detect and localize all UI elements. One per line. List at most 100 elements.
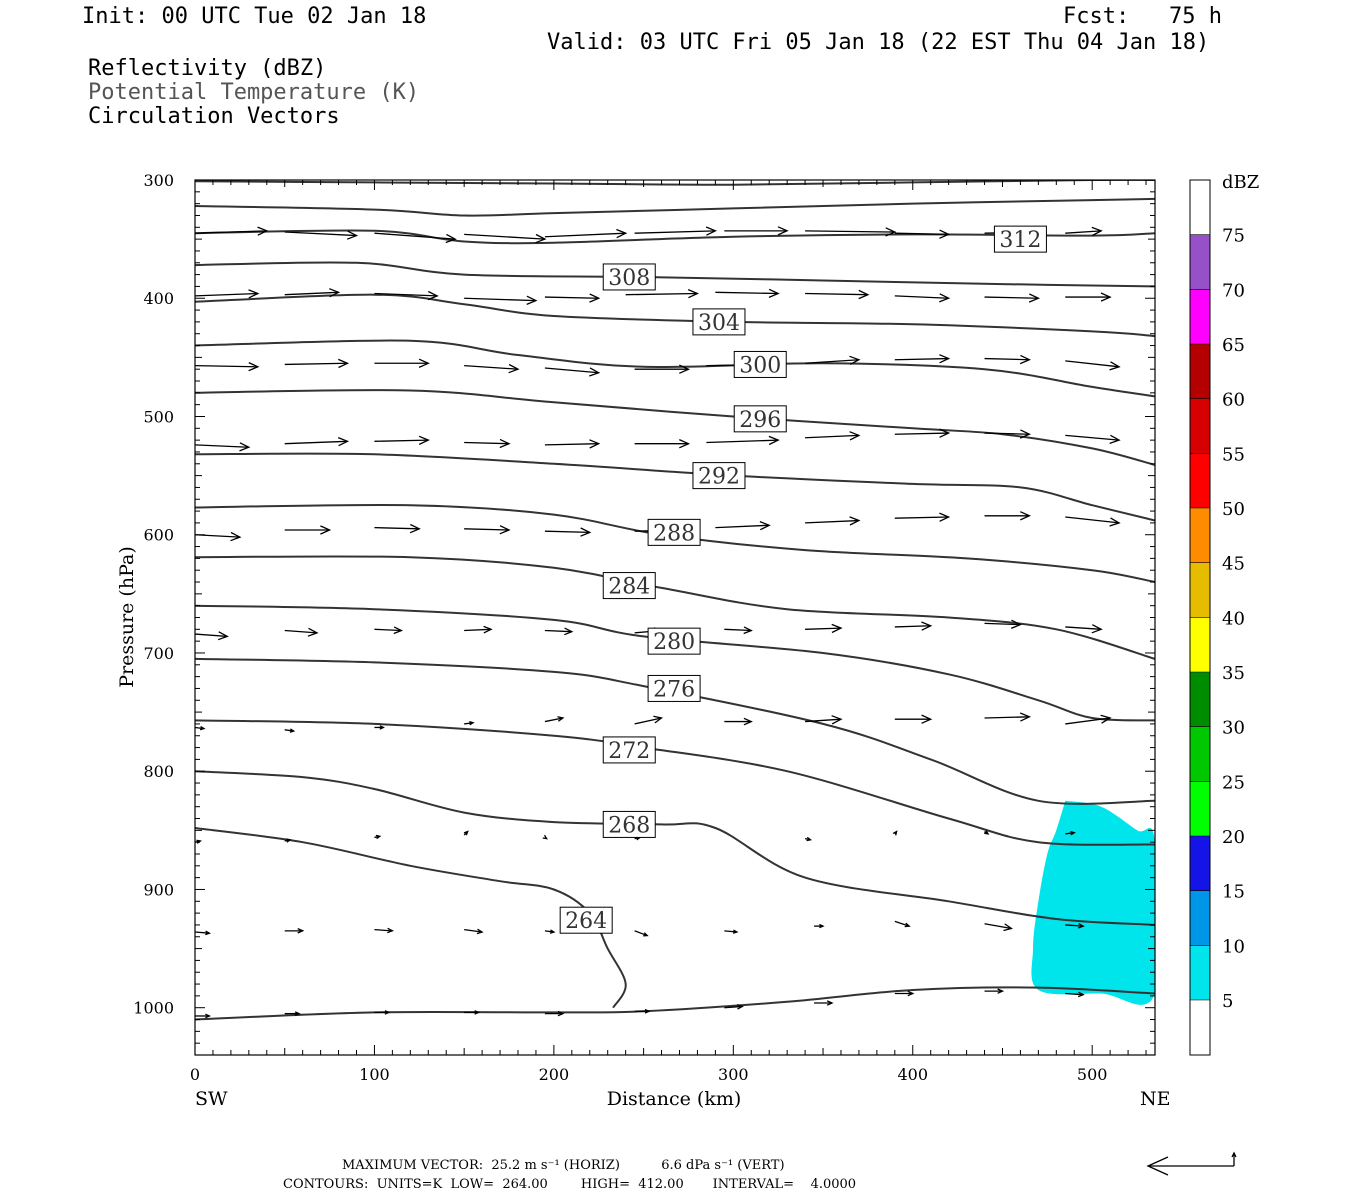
colorbar-level-label: 50	[1222, 499, 1245, 520]
x-tick-label: 0	[190, 1065, 200, 1084]
circulation-vector	[195, 442, 251, 452]
circulation-vector	[894, 428, 951, 438]
circulation-vector	[805, 289, 870, 300]
colorbar: 5 10 15 20 25 30 35 40 45 50 55 60 65 70 75	[1189, 179, 1245, 1056]
isentrope-label: 300	[733, 350, 787, 378]
circulation-vector	[195, 930, 211, 936]
circulation-vector	[894, 714, 933, 724]
x-tick-label: 200	[539, 1065, 570, 1084]
colorbar-title: dBZ	[1222, 172, 1259, 193]
circulation-vector	[894, 920, 911, 928]
y-tick-label: 400	[143, 289, 174, 308]
isentrope-300	[195, 339, 1155, 398]
axes-layer: 0 100 200 300 400 500 300 400 500 600 700 800 900 100…	[133, 171, 1156, 1084]
circulation-vector	[724, 929, 739, 934]
forecast-hour: Fcst: 75 h	[1063, 4, 1222, 29]
circulation-vector	[284, 728, 296, 733]
x-end-label-ne: NE	[1140, 1088, 1171, 1110]
svg-text:304: 304	[698, 311, 740, 336]
circulation-vector	[464, 525, 511, 535]
circulation-vector	[374, 834, 382, 840]
circulation-vector	[284, 288, 341, 298]
circulation-vector	[715, 520, 771, 531]
circulation-vector	[634, 1008, 651, 1014]
colorbar-swatch	[1190, 453, 1210, 508]
circulation-vector	[544, 228, 628, 239]
isentrope-268	[195, 770, 1155, 926]
colorbar-level-label: 40	[1222, 608, 1245, 629]
circulation-vector	[715, 288, 780, 298]
circulation-vector	[634, 439, 691, 449]
isentrope-label: 288	[647, 518, 701, 546]
circulation-vector	[805, 623, 843, 634]
circulation-vector	[284, 230, 359, 240]
isentrope-label: 268	[602, 810, 656, 838]
isentrope-label: 308	[602, 263, 656, 291]
colorbar-swatch	[1190, 398, 1210, 454]
circulation-vector	[284, 928, 305, 934]
circulation-vector	[805, 516, 861, 526]
colorbar-level-label: 15	[1222, 882, 1245, 903]
colorbar-swatch	[1190, 344, 1210, 399]
isentrope-304	[195, 293, 1155, 338]
svg-text:308: 308	[608, 266, 650, 291]
contour-label-layer: 312 308 304 300 296 292 288 284 280 276 272 268 264	[559, 225, 1047, 934]
circulation-vector	[374, 725, 385, 730]
circulation-vector	[374, 1010, 391, 1015]
circulation-vector	[984, 429, 1031, 439]
svg-text:288: 288	[653, 521, 695, 546]
circulation-vector	[464, 625, 493, 634]
circulation-vector	[284, 525, 332, 535]
colorbar-swatch	[1190, 508, 1210, 563]
colorbar-swatch	[1190, 726, 1210, 782]
isentrope-label: 304	[692, 308, 746, 336]
circulation-vector	[984, 712, 1031, 722]
isentrope-label: 276	[647, 674, 701, 702]
circulation-vector	[1065, 830, 1076, 836]
colorbar-level-label: 35	[1222, 663, 1245, 684]
isentrope-272	[195, 719, 1155, 846]
circulation-vector	[805, 715, 843, 725]
circulation-vector	[374, 523, 421, 534]
svg-text:312: 312	[999, 228, 1041, 253]
y-axis-title: Pressure (hPa)	[116, 546, 138, 688]
isentrope-label: 264	[559, 906, 613, 934]
circulation-vector	[464, 1010, 481, 1015]
x-tick-label: 100	[359, 1065, 390, 1084]
colorbar-level-label: 5	[1222, 991, 1233, 1012]
circulation-vector	[544, 929, 556, 934]
isentrope-292	[195, 452, 1155, 522]
circulation-vector	[724, 626, 753, 635]
circulation-vector	[544, 716, 565, 723]
svg-text:300: 300	[739, 353, 781, 378]
isentrope-264	[195, 827, 627, 1009]
circulation-vector	[195, 1013, 212, 1019]
circulation-vector	[464, 438, 511, 449]
circulation-vector	[634, 930, 649, 937]
y-tick-label: 1000	[133, 999, 174, 1018]
circulation-vector	[724, 226, 789, 236]
circulation-vector	[1065, 292, 1112, 302]
y-tick-label: 800	[143, 762, 174, 781]
circulation-vector	[374, 435, 430, 445]
circulation-vector	[544, 627, 574, 636]
circulation-vector	[544, 367, 601, 377]
init-time: Init: 00 UTC Tue 02 Jan 18	[82, 4, 427, 29]
circulation-vector	[1065, 991, 1085, 998]
circulation-vector	[984, 354, 1031, 365]
circulation-vector	[195, 289, 260, 299]
circulation-vector	[805, 227, 897, 237]
circulation-vector	[805, 431, 861, 441]
reference-vector-icon	[1146, 1151, 1237, 1176]
x-end-label-sw: SW	[195, 1088, 228, 1110]
isentrope-label: 296	[733, 405, 787, 433]
circulation-vector	[195, 362, 260, 372]
isentrope-line-1	[195, 197, 1155, 217]
svg-text:292: 292	[698, 465, 740, 490]
circulation-vector	[284, 1011, 301, 1016]
max-vector-info: MAXIMUM VECTOR: 25.2 m s⁻¹ (HORIZ) 6.6 d…	[342, 1158, 785, 1173]
x-axis-title: Distance (km)	[607, 1088, 742, 1110]
circulation-vector	[544, 293, 601, 303]
circulation-vector	[894, 621, 933, 631]
